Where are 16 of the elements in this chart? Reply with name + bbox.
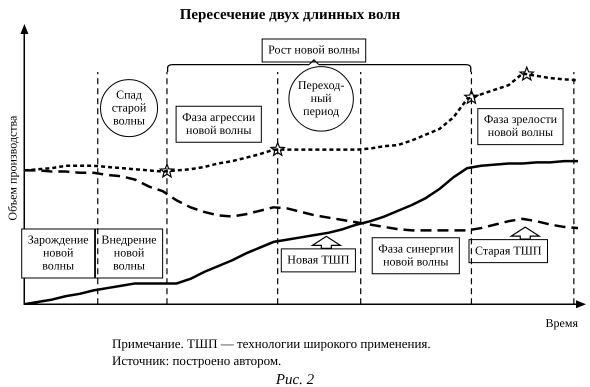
text: Рост новой волны <box>268 42 360 57</box>
annotation: Фаза агрессии новой волны <box>182 110 256 137</box>
x-axis-title: Время <box>546 316 578 330</box>
annotation: Фаза зрелости новой волны <box>484 112 558 140</box>
annotation: Старая ТШП <box>474 243 542 258</box>
annotation: Переход- ный период <box>298 78 344 118</box>
text: Источник: построено автором. <box>111 352 282 369</box>
y-axis-title: Объем производства <box>5 114 20 221</box>
annotation: Зарождение новой волны <box>28 232 89 273</box>
chart-title: Пересечение двух длинных волн <box>180 6 401 23</box>
annotation: Спад старой волны <box>112 87 147 128</box>
text: Примечание. ТШП — технологии широкого применения. <box>111 335 432 352</box>
text: Рис. 2 <box>274 372 316 387</box>
annotation: Фаза синергии новой волны <box>378 241 454 268</box>
annotation: Внедрение новой волны <box>101 232 157 273</box>
annotation: Новая ТШП <box>287 252 350 267</box>
